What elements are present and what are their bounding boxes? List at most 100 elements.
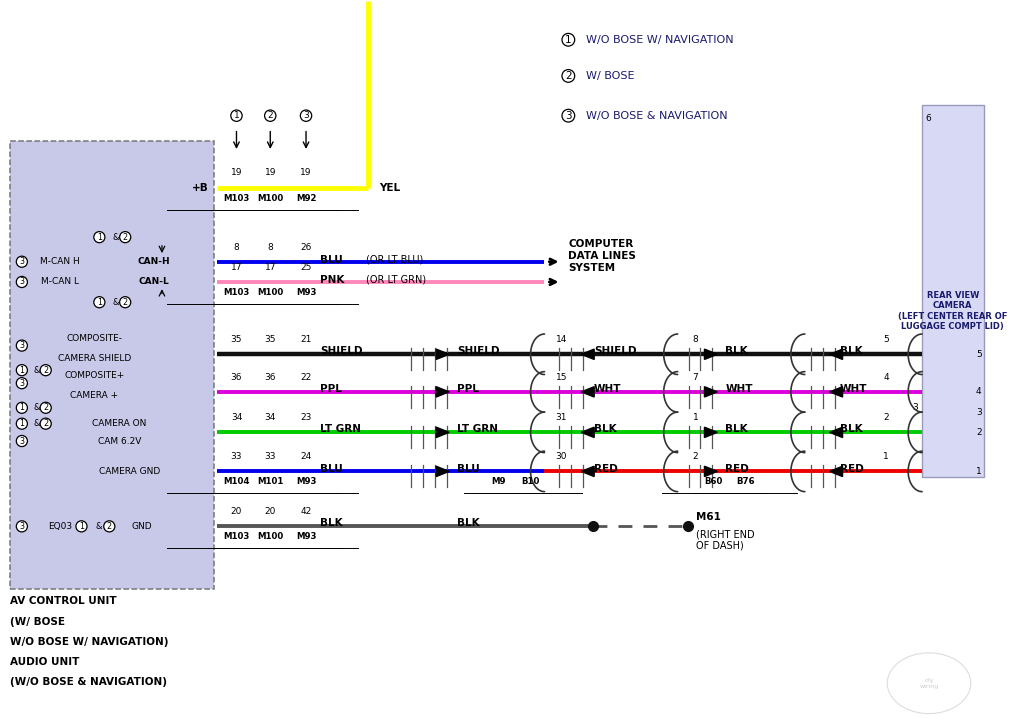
Text: diy
wiring: diy wiring [919,678,939,688]
Polygon shape [704,349,717,359]
Text: BLK: BLK [320,518,342,529]
Text: PPL: PPL [320,384,341,394]
Text: M93: M93 [296,532,316,541]
Text: 8: 8 [234,243,240,252]
Text: 30: 30 [556,453,567,461]
Text: M92: M92 [296,194,316,202]
Text: BLK: BLK [839,424,863,435]
Text: CAN-H: CAN-H [138,257,171,266]
Polygon shape [830,349,842,359]
Text: COMPOSITE-: COMPOSITE- [66,334,122,343]
Text: M103: M103 [224,532,250,541]
Text: 3: 3 [303,111,309,120]
Text: AUDIO UNIT: AUDIO UNIT [10,657,79,667]
Text: 20: 20 [264,508,276,516]
Text: 3: 3 [19,379,24,388]
Text: BLU: BLU [320,254,342,265]
Polygon shape [704,427,717,437]
Text: B10: B10 [521,477,539,486]
Text: 14: 14 [556,335,567,344]
Text: CAMERA GND: CAMERA GND [99,467,160,476]
Text: BLK: BLK [457,518,480,529]
Text: WHT: WHT [839,384,867,394]
Text: &: & [34,419,41,428]
Text: BLU: BLU [320,463,342,474]
Text: RED: RED [839,463,864,474]
Polygon shape [704,466,717,476]
Text: 2: 2 [43,403,49,412]
Text: 36: 36 [264,373,276,382]
Text: COMPOSITE+: COMPOSITE+ [64,372,125,380]
Text: M93: M93 [296,288,316,296]
Text: 3: 3 [976,408,981,416]
Polygon shape [581,427,594,437]
Text: 1: 1 [884,453,889,461]
Text: B60: B60 [704,477,722,486]
Text: SHIELD: SHIELD [457,346,500,356]
Text: BLK: BLK [725,424,748,435]
Text: REAR VIEW
CAMERA
(LEFT CENTER REAR OF
LUGGAGE COMPT LID): REAR VIEW CAMERA (LEFT CENTER REAR OF LU… [898,291,1008,331]
Text: &: & [96,522,102,531]
Text: 24: 24 [301,453,312,461]
Text: 1: 1 [565,35,572,45]
Text: M93: M93 [296,477,316,486]
Text: PPL: PPL [457,384,479,394]
Text: 4: 4 [884,373,889,382]
Text: LT GRN: LT GRN [320,424,361,435]
Text: 26: 26 [301,243,312,252]
Text: BLK: BLK [594,424,617,435]
Text: 4: 4 [976,388,981,396]
Text: 2: 2 [565,71,572,81]
Text: 2: 2 [43,419,49,428]
Text: CAM 6.2V: CAM 6.2V [98,437,141,445]
Text: BLK: BLK [839,346,863,356]
Text: COMPUTER
DATA LINES
SYSTEM: COMPUTER DATA LINES SYSTEM [568,239,636,273]
Text: &: & [34,403,41,412]
Text: (W/O BOSE & NAVIGATION): (W/O BOSE & NAVIGATION) [10,677,167,688]
Text: M100: M100 [257,288,283,296]
Text: CAMERA SHIELD: CAMERA SHIELD [58,354,131,362]
Text: M9: M9 [492,477,506,486]
Polygon shape [581,387,594,397]
Text: 36: 36 [231,373,242,382]
Text: 1: 1 [97,298,102,307]
FancyBboxPatch shape [923,105,983,477]
Text: W/O BOSE W/ NAVIGATION): W/O BOSE W/ NAVIGATION) [10,637,169,647]
Text: 8: 8 [693,335,698,344]
Text: CAMERA ON: CAMERA ON [92,419,146,428]
Text: 1: 1 [19,403,24,412]
Text: 2: 2 [976,428,981,437]
Text: (W/ BOSE: (W/ BOSE [10,617,65,627]
Text: W/ BOSE: W/ BOSE [586,71,635,81]
Text: 33: 33 [264,453,276,461]
Text: PNK: PNK [320,275,344,285]
Text: 35: 35 [231,335,242,344]
Text: AV CONTROL UNIT: AV CONTROL UNIT [10,596,117,607]
Text: 5: 5 [884,335,889,344]
Text: 1: 1 [19,419,24,428]
Text: (OR LT BLU): (OR LT BLU) [366,254,423,265]
Text: 15: 15 [556,373,567,382]
Polygon shape [704,387,717,397]
Text: 7: 7 [693,373,698,382]
Text: BLU: BLU [457,463,480,474]
Text: 1: 1 [79,522,84,531]
Text: 2: 2 [884,414,889,422]
Text: (OR LT GRN): (OR LT GRN) [366,275,426,285]
Text: 35: 35 [264,335,276,344]
Text: SHIELD: SHIELD [594,346,637,356]
Text: 3: 3 [19,437,24,445]
Text: WHT: WHT [594,384,622,394]
Text: 25: 25 [301,263,312,272]
Text: M100: M100 [257,194,283,202]
Text: 1: 1 [693,414,698,422]
Polygon shape [830,427,842,437]
Text: 3: 3 [19,278,24,286]
Text: 3: 3 [19,257,24,266]
Text: 34: 34 [231,414,242,422]
FancyBboxPatch shape [10,141,213,589]
Text: 1: 1 [97,233,102,241]
Text: M103: M103 [224,288,250,296]
Text: SHIELD: SHIELD [320,346,363,356]
Text: 8: 8 [267,243,273,252]
